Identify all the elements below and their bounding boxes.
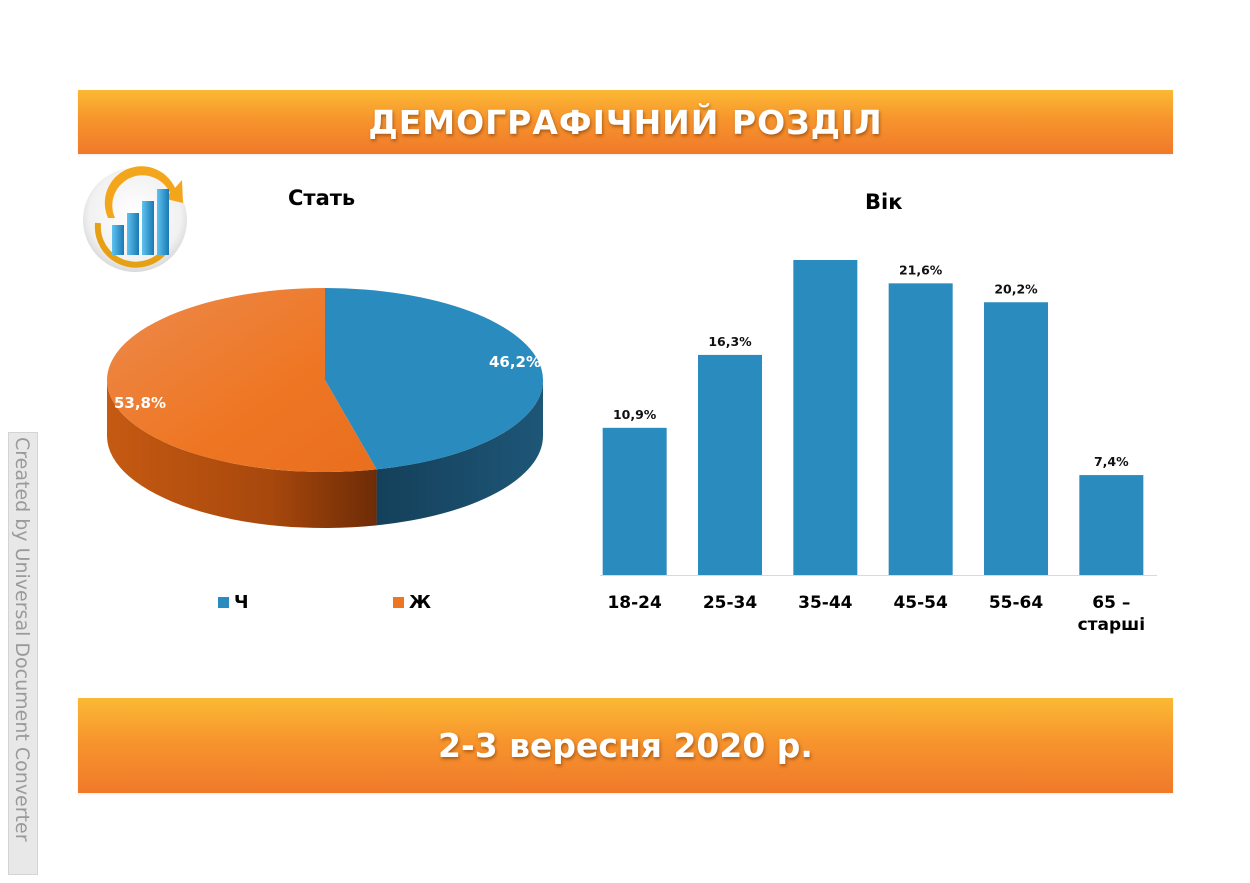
bar-category-label: 18-24 [607,593,662,613]
bar-value-label: 10,9% [613,407,657,422]
bar-category-label: 45-54 [893,593,948,613]
bar-value-label: 20,2% [994,281,1038,296]
bar-35-44 [793,260,858,576]
pie-slice-side-male [376,380,543,526]
pie-chart-title: Стать [288,186,356,210]
legend-label-male: Ч [234,592,249,613]
legend-swatch-female [393,597,404,608]
bar-45-54 [888,283,953,575]
pie-slice-male [325,288,544,470]
page-title: ДЕМОГРАФІЧНИЙ РОЗДІЛ [368,102,883,142]
legend-item-female: Ж [393,592,431,613]
bar-category-label: 35-44 [798,593,853,613]
legend-swatch-male [218,597,229,608]
pie-label-female: 53,8% [114,394,166,412]
bar-18-24 [602,427,667,575]
watermark: Created by Universal Document Converter [8,432,38,875]
bar-category-label: 55-64 [989,593,1044,613]
bar-value-label: 7,4% [1094,454,1129,469]
pie-slice-female [107,288,377,472]
bar-25-34 [698,354,762,575]
footer-date: 2-3 вересня 2020 р. [438,726,813,765]
bar-65 – старші [1079,475,1144,575]
pie-slice-side-female [107,380,377,528]
pie-label-male: 46,2% [489,353,541,371]
legend-label-female: Ж [409,592,432,613]
bar-55-64 [984,302,1048,575]
footer-banner: 2-3 вересня 2020 р. [78,698,1173,793]
gender-pie-chart: 46,2% 53,8% [107,288,544,528]
header-banner: ДЕМОГРАФІЧНИЙ РОЗДІЛ [78,90,1173,154]
age-bar-chart: 10,9%18-2416,3%25-3423,7%35-4421,6%45-54… [600,260,1157,635]
bar-category-label: старші [1078,615,1145,635]
bar-value-label: 16,3% [708,334,752,349]
bar-category-label: 25-34 [703,593,758,613]
bar-category-label: 65 – [1092,593,1130,613]
bar-chart-title: Вік [865,190,903,214]
bar-value-label: 21,6% [899,262,943,277]
legend-item-male: Ч [218,592,249,613]
chart-growth-logo-icon [80,163,192,279]
watermark-text: Created by Universal Document Converter [11,437,33,842]
